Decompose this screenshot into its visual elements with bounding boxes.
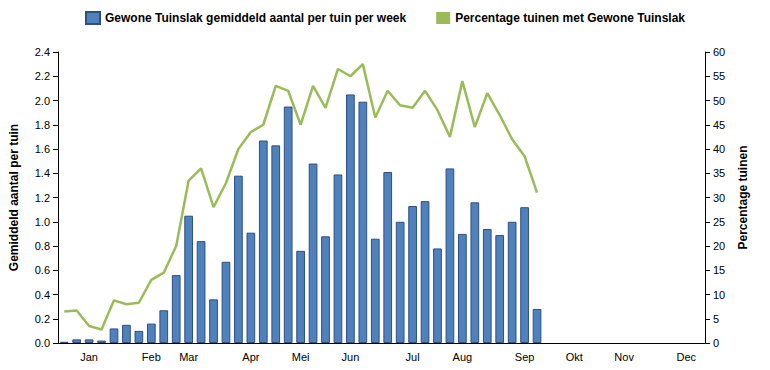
svg-text:0.8: 0.8 [35, 240, 50, 252]
svg-text:0.2: 0.2 [35, 313, 50, 325]
svg-text:55: 55 [713, 70, 725, 82]
svg-text:Aug: Aug [453, 351, 473, 363]
svg-text:Gemiddeld aantal per tuin: Gemiddeld aantal per tuin [7, 124, 21, 271]
svg-text:25: 25 [713, 216, 725, 228]
svg-text:2.4: 2.4 [35, 46, 50, 58]
svg-text:20: 20 [713, 240, 725, 252]
svg-text:10: 10 [713, 289, 725, 301]
svg-text:Nov: Nov [614, 351, 634, 363]
svg-text:1.4: 1.4 [35, 167, 50, 179]
svg-text:30: 30 [713, 192, 725, 204]
svg-text:2.2: 2.2 [35, 70, 50, 82]
svg-text:0: 0 [713, 337, 719, 349]
svg-text:Jul: Jul [406, 351, 420, 363]
svg-text:0.0: 0.0 [35, 337, 50, 349]
svg-text:0.6: 0.6 [35, 264, 50, 276]
svg-text:Apr: Apr [242, 351, 259, 363]
svg-text:1.8: 1.8 [35, 119, 50, 131]
svg-text:Mei: Mei [292, 351, 310, 363]
svg-text:50: 50 [713, 95, 725, 107]
svg-text:2.0: 2.0 [35, 95, 50, 107]
svg-text:0.4: 0.4 [35, 289, 50, 301]
svg-text:15: 15 [713, 264, 725, 276]
svg-text:Okt: Okt [566, 351, 583, 363]
svg-text:Jun: Jun [342, 351, 360, 363]
svg-text:Percentage tuinen: Percentage tuinen [736, 145, 750, 249]
svg-text:Mar: Mar [179, 351, 198, 363]
svg-text:5: 5 [713, 313, 719, 325]
svg-text:1.0: 1.0 [35, 216, 50, 228]
svg-text:Dec: Dec [677, 351, 697, 363]
svg-text:Sep: Sep [515, 351, 535, 363]
svg-text:1.6: 1.6 [35, 143, 50, 155]
svg-text:Percentage tuinen met Gewone T: Percentage tuinen met Gewone Tuinslak [455, 11, 685, 25]
svg-text:45: 45 [713, 119, 725, 131]
svg-text:Jan: Jan [80, 351, 98, 363]
svg-text:Gewone Tuinslak gemiddeld aant: Gewone Tuinslak gemiddeld aantal per tui… [105, 11, 407, 25]
svg-text:Feb: Feb [142, 351, 161, 363]
svg-text:60: 60 [713, 46, 725, 58]
svg-text:40: 40 [713, 143, 725, 155]
svg-text:1.2: 1.2 [35, 192, 50, 204]
svg-text:35: 35 [713, 167, 725, 179]
